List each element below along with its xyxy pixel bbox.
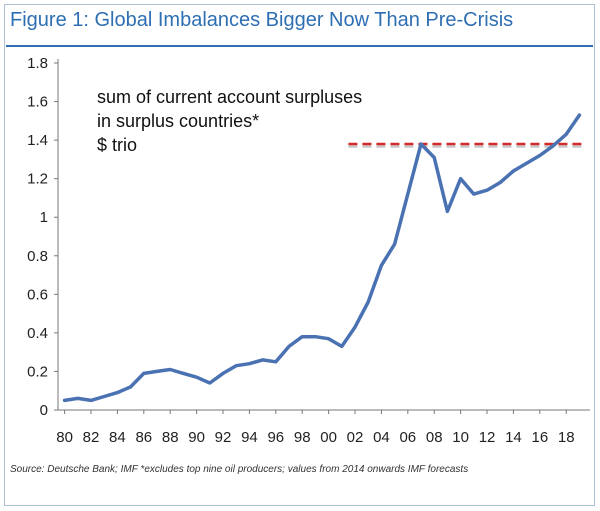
x-tick-label: 06 [399,429,416,446]
annotation-line-2: in surplus countries* [97,111,259,131]
y-tick-label: 1.2 [27,171,48,188]
x-tick-label: 94 [241,429,258,446]
x-tick-label: 00 [320,429,337,446]
y-tick-label: 0.6 [27,286,48,303]
y-tick-label: 1.6 [27,94,48,111]
x-tick-label: 80 [56,429,73,446]
x-tick-label: 96 [267,429,284,446]
y-tick-label: 0.4 [27,325,48,342]
annotation-line-1: sum of current account surpluses [97,87,362,107]
y-tick-label: 0.8 [27,248,48,265]
plot-area [62,113,584,403]
x-tick-label: 92 [215,429,232,446]
y-tick-label: 1.4 [27,132,48,149]
x-tick-label: 98 [294,429,311,446]
x-tick-label: 86 [135,429,152,446]
x-tick-label: 18 [558,429,575,446]
x-tick-label: 82 [83,429,100,446]
source-note: Source: Deutsche Bank; IMF *excludes top… [10,464,469,475]
x-tick-label: 90 [188,429,205,446]
title-divider [6,45,593,47]
x-tick-label: 88 [162,429,179,446]
x-tick-label: 14 [505,429,522,446]
chart-axes [54,59,590,414]
y-tick-label: 1 [40,209,48,226]
x-tick-label: 02 [347,429,364,446]
x-tick-labels: 80 82 84 86 88 90 92 94 96 98 00 02 04 06 08 10 12 14 16 18 [56,429,574,446]
y-tick-label: 0 [40,402,48,419]
y-tick-labels: 0 0.2 0.4 0.6 0.8 1 1.2 1.4 1.6 1.8 [27,55,48,419]
x-tick-label: 10 [452,429,469,446]
figure-frame [4,4,595,506]
x-tick-label: 08 [426,429,443,446]
chart-title: Figure 1: Global Imbalances Bigger Now T… [10,9,514,31]
x-tick-label: 04 [373,429,390,446]
y-tick-label: 0.2 [27,363,48,380]
y-tick-label: 1.8 [27,55,48,72]
annotation-line-3: $ trio [97,135,137,155]
x-tick-label: 84 [109,429,126,446]
series-line [62,113,582,403]
x-tick-label: 12 [479,429,496,446]
x-tick-label: 16 [531,429,548,446]
